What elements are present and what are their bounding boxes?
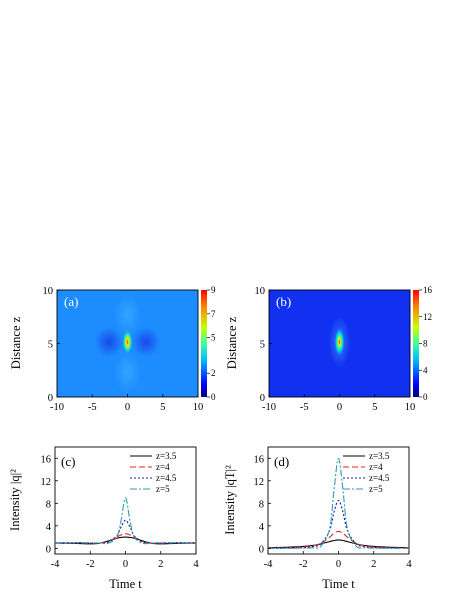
y-tick-label-3: 12 xyxy=(254,477,265,488)
y-tick-label-0: 5 xyxy=(48,340,53,351)
x-tick-label-1: 5 xyxy=(372,402,377,413)
x-tick-label-3: -4 xyxy=(264,559,273,570)
y-axis-label-c: Intensity |q|² xyxy=(8,469,22,531)
colorbar-tick-label-1: 16 xyxy=(423,285,433,295)
colorbar-tick-label-0: 0 xyxy=(211,392,216,402)
y-tick-label-2: 8 xyxy=(46,499,51,510)
series-line-z=5 xyxy=(267,457,410,549)
x-tick-label-1: -10 xyxy=(262,402,276,413)
heatmap-a-lobe-top xyxy=(113,293,142,337)
panel-b-label: (b) xyxy=(276,294,291,309)
heatmap-a-lobe-left xyxy=(95,327,123,357)
panel-c: -4 -2 0 2 4 0 4 8 12 16 (c) z=3.5z=4z=4.5z=5 Inte… xyxy=(8,446,199,591)
panel-c-label: (c) xyxy=(61,454,75,469)
x-tick-label-3: 2 xyxy=(371,559,376,570)
panel-a: (a) 0 2 5 7 9 -10 -5 0 5 10 0 5 10 Distance z xyxy=(9,285,216,413)
legend-label: z=5 xyxy=(156,484,170,494)
heatmap-a-lobe-bottom xyxy=(113,350,142,394)
panel-d-label: (d) xyxy=(274,454,289,469)
x-tick-label-2: 2 xyxy=(158,559,163,570)
colorbar-tick-label-1: 4 xyxy=(423,365,428,375)
colorbar-tick-label-1: 8 xyxy=(423,339,428,349)
y-tick-label-2: 0 xyxy=(46,544,51,555)
x-tick-label-0: -5 xyxy=(88,402,97,413)
x-tick-label-2: -4 xyxy=(51,559,60,570)
colorbar-tick-label-0: 7 xyxy=(211,309,216,319)
y-tick-label-3: 8 xyxy=(259,499,264,510)
heatmap-b-peak xyxy=(334,328,345,356)
x-tick-label-1: -5 xyxy=(300,402,309,413)
colorbar-tick-label-1: 0 xyxy=(423,392,428,402)
legend-label: z=4 xyxy=(156,462,170,472)
x-tick-label-1: 10 xyxy=(405,402,416,413)
y-tick-label-3: 0 xyxy=(259,544,264,555)
plot-c-frame xyxy=(54,446,197,555)
legend-label: z=3.5 xyxy=(156,451,177,461)
x-tick-label-3: 4 xyxy=(406,559,412,570)
panel-b: (b) 0 4 8 12 16 -10 -5 0 5 10 0 5 10 Distance z xyxy=(225,285,433,413)
colorbar-tick-label-1: 12 xyxy=(423,312,432,322)
heatmap-a-peak xyxy=(122,330,133,354)
x-tick-label-0: 10 xyxy=(193,402,204,413)
y-tick-label-2: 4 xyxy=(46,522,52,533)
y-tick-label-1: 10 xyxy=(255,286,266,297)
series-line-z=4.5 xyxy=(54,519,197,544)
x-tick-label-0: 5 xyxy=(160,402,165,413)
legend-label: z=5 xyxy=(369,484,383,494)
colorbar-b xyxy=(413,290,419,397)
x-tick-label-3: 0 xyxy=(336,559,341,570)
x-tick-label-2: 0 xyxy=(123,559,128,570)
series-line-z=4.5 xyxy=(267,499,410,549)
x-tick-label-2: -2 xyxy=(86,559,95,570)
panel-a-label: (a) xyxy=(64,294,78,309)
x-axis-label-c: Time t xyxy=(109,577,142,591)
legend-label: z=3.5 xyxy=(369,451,390,461)
x-tick-label-0: -10 xyxy=(50,402,64,413)
colorbar-tick-label-0: 2 xyxy=(211,368,216,378)
x-axis-label-d: Time t xyxy=(322,577,355,591)
y-tick-label-1: 5 xyxy=(260,340,265,351)
y-axis-label-b: Distance z xyxy=(225,316,239,369)
x-tick-label-0: 0 xyxy=(125,402,130,413)
series-line-z=5 xyxy=(54,497,196,545)
legend-label: z=4.5 xyxy=(156,473,177,483)
colorbar-tick-label-0: 5 xyxy=(211,333,216,343)
legend-label: z=4.5 xyxy=(369,473,390,483)
y-tick-label-0: 10 xyxy=(43,286,54,297)
y-axis-label-d: Intensity |qT|² xyxy=(223,465,237,535)
y-tick-label-0: 0 xyxy=(48,393,53,404)
series-line-z=4 xyxy=(54,533,197,544)
x-tick-label-3: -2 xyxy=(299,559,308,570)
heatmap-a-lobe-right xyxy=(132,327,160,357)
y-tick-label-1: 0 xyxy=(260,393,265,404)
series-line-z=4 xyxy=(267,530,410,549)
y-tick-label-2: 12 xyxy=(41,477,52,488)
x-tick-label-2: 4 xyxy=(193,559,199,570)
colorbar-tick-label-0: 9 xyxy=(211,285,216,295)
panel-d: -4 -2 0 2 4 0 4 8 12 16 (d) z=3.5z=4z=4.5z=5 Inte… xyxy=(223,446,412,591)
colorbar-a xyxy=(201,290,207,397)
x-tick-label-1: 0 xyxy=(337,402,342,413)
y-tick-label-3: 16 xyxy=(254,454,265,465)
y-tick-label-3: 4 xyxy=(259,522,265,533)
series-line-z=3.5 xyxy=(267,539,410,549)
y-axis-label-a: Distance z xyxy=(9,316,23,369)
legend-label: z=4 xyxy=(369,462,383,472)
y-tick-label-2: 16 xyxy=(41,454,52,465)
